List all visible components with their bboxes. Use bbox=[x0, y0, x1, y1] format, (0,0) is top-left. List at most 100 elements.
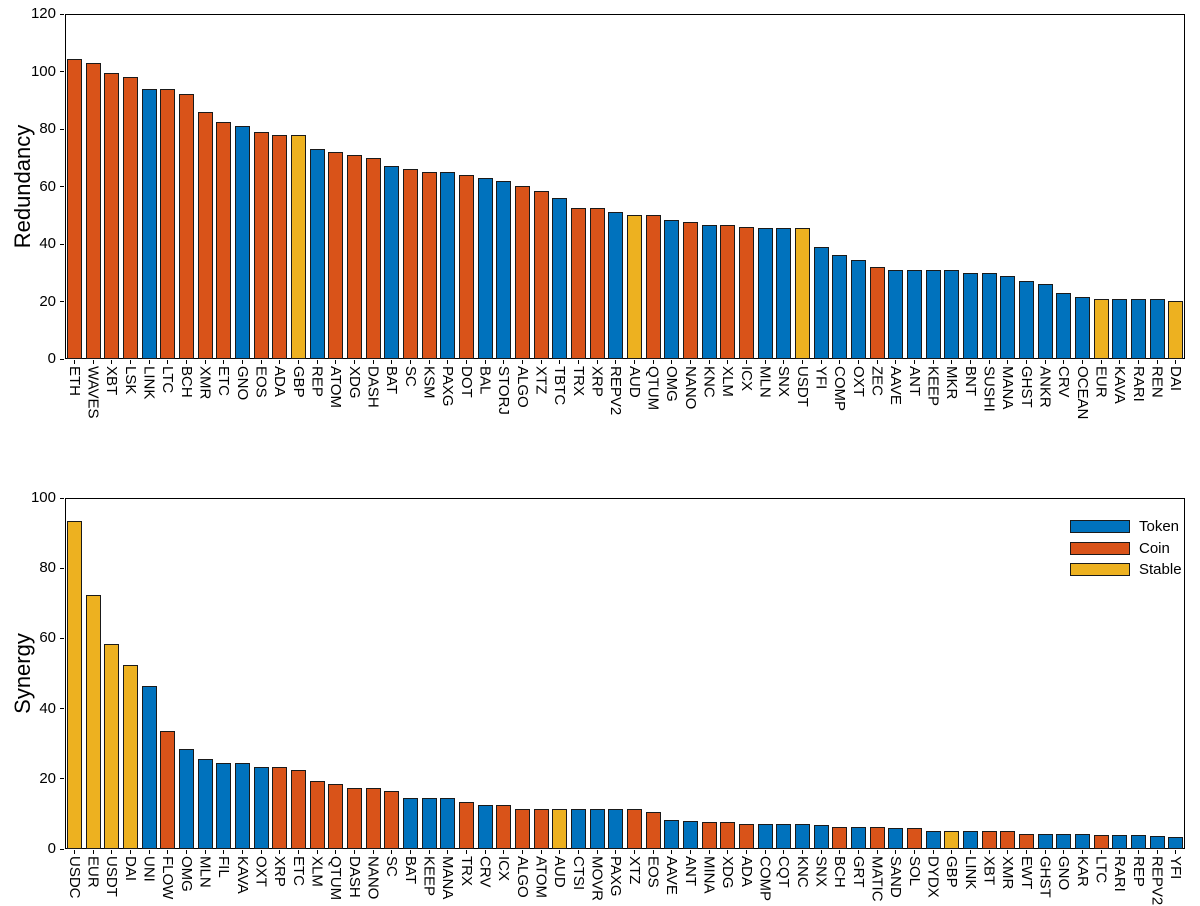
x-tick-ewt bbox=[1025, 850, 1027, 854]
x-tick-eur bbox=[92, 850, 94, 854]
x-tick-xbt bbox=[988, 850, 990, 854]
bar-qtum bbox=[328, 784, 344, 849]
x-tick-label-mana: MANA bbox=[999, 366, 1017, 410]
x-tick-label-icx: ICX bbox=[495, 856, 513, 882]
x-tick-label-aud: AUD bbox=[625, 366, 643, 398]
x-tick-comp bbox=[839, 360, 841, 364]
x-tick-qtum bbox=[652, 360, 654, 364]
x-tick-label-usdt: USDT bbox=[103, 856, 121, 897]
bar-bnt bbox=[962, 273, 978, 359]
x-tick-ankr bbox=[1044, 360, 1046, 364]
bar-trx bbox=[570, 208, 586, 359]
bar-snx bbox=[813, 825, 829, 849]
bar-kava bbox=[1112, 299, 1128, 359]
x-tick-gno bbox=[1063, 850, 1065, 854]
x-tick-dydx bbox=[932, 850, 934, 854]
bar-atom bbox=[533, 809, 549, 849]
bar-xbt bbox=[104, 73, 120, 359]
bar-nano bbox=[365, 788, 381, 849]
y-tick-label-60: 60 bbox=[39, 629, 56, 647]
x-tick-ltc bbox=[167, 360, 169, 364]
y-tick-100 bbox=[60, 497, 64, 499]
x-tick-label-ghst: GHST bbox=[1017, 366, 1035, 408]
x-tick-oxt bbox=[260, 850, 262, 854]
x-tick-label-mana: MANA bbox=[439, 856, 457, 900]
x-tick-mln bbox=[204, 850, 206, 854]
bar-ksm bbox=[421, 172, 437, 359]
x-tick-label-etc: ETC bbox=[289, 856, 307, 886]
bar-tbtc bbox=[552, 198, 568, 359]
x-tick-repv2 bbox=[615, 360, 617, 364]
y-tick-label-80: 80 bbox=[39, 120, 56, 137]
bar-keep bbox=[421, 798, 437, 849]
x-tick-label-eur: EUR bbox=[84, 856, 102, 888]
x-tick-label-nano: NANO bbox=[364, 856, 382, 900]
y-axis-title-synergy: Synergy bbox=[10, 633, 35, 714]
x-tick-yfi bbox=[1175, 850, 1177, 854]
x-tick-label-dydx: DYDX bbox=[924, 856, 942, 898]
x-tick-ksm bbox=[428, 360, 430, 364]
bar-xtz bbox=[533, 191, 549, 359]
x-tick-label-dai: DAI bbox=[121, 856, 139, 882]
x-tick-xdg bbox=[727, 850, 729, 854]
y-tick-120 bbox=[60, 13, 64, 15]
x-tick-bch bbox=[185, 360, 187, 364]
x-tick-label-keep: KEEP bbox=[420, 856, 438, 897]
y-tick-label-100: 100 bbox=[30, 489, 56, 506]
x-tick-sushi bbox=[988, 360, 990, 364]
y-tick-60 bbox=[60, 186, 64, 187]
bar-uni bbox=[141, 686, 157, 849]
bar-omg bbox=[664, 220, 680, 359]
bar-ctsi bbox=[570, 809, 586, 849]
x-tick-zec bbox=[876, 360, 878, 364]
bar-ada bbox=[272, 135, 288, 359]
bar-usdc bbox=[66, 521, 82, 849]
bar-xmr bbox=[1000, 831, 1016, 849]
x-tick-label-tbtc: TBTC bbox=[551, 366, 569, 406]
x-tick-ada bbox=[279, 360, 281, 364]
bar-rep bbox=[309, 149, 325, 359]
legend: Token Coin Stable bbox=[1070, 516, 1182, 581]
x-tick-lsk bbox=[129, 360, 131, 364]
x-tick-usdc bbox=[73, 850, 75, 854]
x-tick-label-ewt: EWT bbox=[1017, 856, 1035, 890]
x-tick-bch bbox=[839, 850, 841, 854]
bar-matic bbox=[869, 827, 885, 849]
x-tick-xbt bbox=[111, 360, 113, 364]
x-tick-snx bbox=[783, 360, 785, 364]
bar-dai bbox=[122, 665, 138, 849]
x-tick-label-repv2: REPV2 bbox=[1148, 856, 1166, 906]
x-tick-bnt bbox=[969, 360, 971, 364]
x-tick-label-flow: FLOW bbox=[159, 856, 177, 900]
x-tick-nano bbox=[689, 360, 691, 364]
bar-ant bbox=[906, 270, 922, 359]
bar-xlm bbox=[720, 225, 736, 359]
x-tick-label-mln: MLN bbox=[756, 366, 774, 398]
bar-ghst bbox=[1018, 281, 1034, 359]
x-tick-label-ant: ANT bbox=[905, 366, 923, 396]
bar-dai bbox=[1168, 301, 1184, 359]
bar-lsk bbox=[122, 77, 138, 359]
x-tick-rep bbox=[1137, 850, 1139, 854]
bar-algo bbox=[514, 186, 530, 359]
x-tick-label-crv: CRV bbox=[476, 856, 494, 888]
x-tick-xtz bbox=[633, 850, 635, 854]
x-tick-rari bbox=[1137, 360, 1139, 364]
bar-aave bbox=[664, 820, 680, 849]
bar-bat bbox=[402, 798, 418, 849]
x-tick-usdt bbox=[111, 850, 113, 854]
bar-bat bbox=[384, 166, 400, 359]
y-tick-80 bbox=[60, 567, 64, 569]
bar-sushi bbox=[981, 273, 997, 359]
x-tick-label-rep: REP bbox=[308, 366, 326, 397]
x-tick-trx bbox=[465, 850, 467, 854]
x-tick-label-trx: TRX bbox=[457, 856, 475, 886]
x-tick-label-movr: MOVR bbox=[588, 856, 606, 901]
x-tick-label-usdc: USDC bbox=[65, 856, 83, 899]
bar-nano bbox=[682, 222, 698, 359]
legend-row-coin: Coin bbox=[1070, 538, 1182, 560]
x-tick-label-atom: ATOM bbox=[327, 366, 345, 408]
x-tick-storj bbox=[503, 360, 505, 364]
x-tick-atom bbox=[540, 850, 542, 854]
bar-ankr bbox=[1037, 284, 1053, 359]
